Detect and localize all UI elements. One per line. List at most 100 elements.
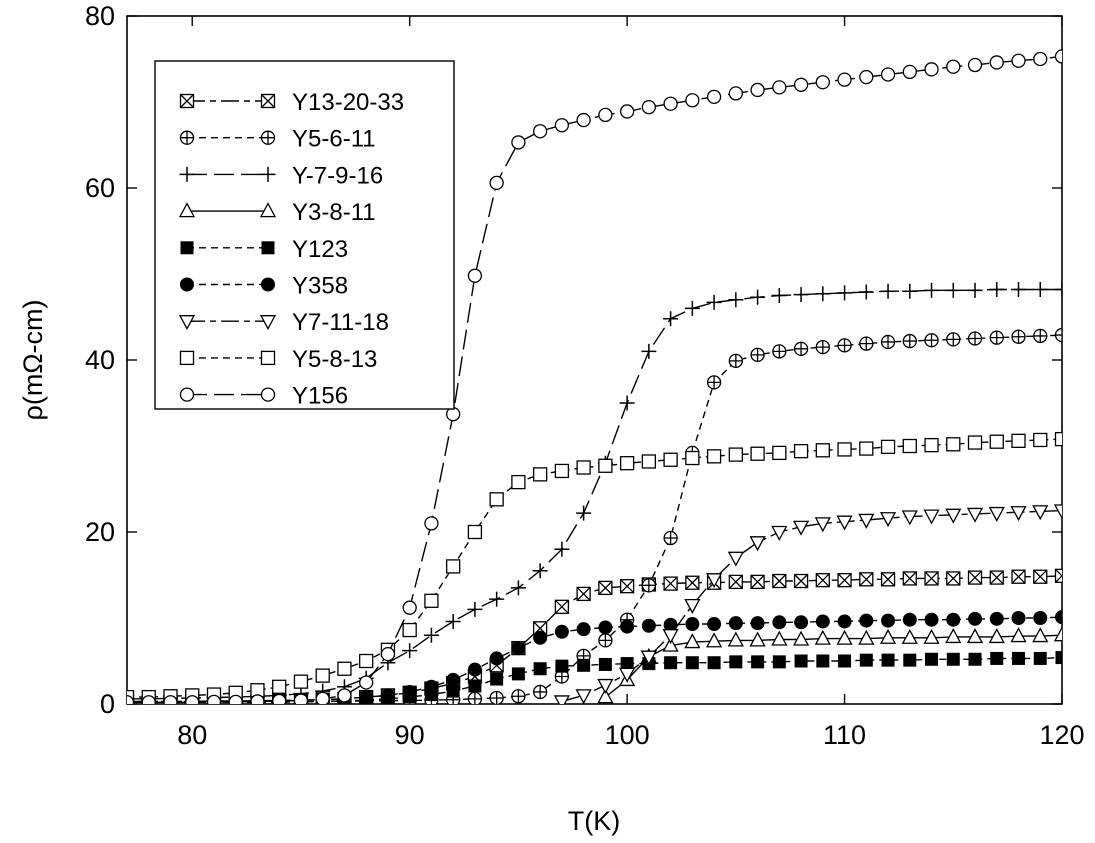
data-point (836, 515, 853, 531)
data-point (380, 646, 396, 662)
data-point (663, 96, 678, 111)
data-point (815, 443, 830, 458)
data-point (1011, 281, 1027, 297)
data-point (337, 688, 352, 703)
data-point (1054, 327, 1062, 343)
data-point (772, 655, 786, 669)
data-point (792, 520, 810, 536)
data-point (662, 636, 679, 652)
data-point (402, 622, 417, 638)
x-tick-label: 80 (177, 720, 207, 750)
data-point (946, 652, 960, 666)
data-point (1054, 431, 1062, 447)
data-point (1033, 651, 1047, 665)
data-point (446, 559, 461, 574)
data-point (359, 690, 374, 704)
data-point (511, 641, 526, 656)
data-point (663, 576, 678, 591)
data-point (859, 336, 874, 351)
data-point (924, 571, 939, 586)
data-point (945, 628, 962, 644)
x-axis-label: T(K) (568, 806, 620, 836)
legend-label: Y5-6-11 (292, 126, 376, 153)
data-point (619, 579, 635, 594)
series-line (127, 334, 1062, 703)
data-point (859, 613, 874, 628)
data-point (967, 57, 983, 73)
data-point (967, 331, 983, 346)
legend-label: Y156 (292, 383, 348, 410)
data-point (1053, 626, 1062, 642)
data-point (837, 573, 852, 588)
legend-marker (261, 277, 275, 292)
data-point (553, 695, 570, 704)
data-point (815, 573, 830, 588)
legend-marker (179, 387, 195, 402)
data-point (967, 435, 983, 450)
legend-marker (259, 202, 277, 218)
data-point (902, 438, 917, 454)
legend-marker (179, 350, 195, 366)
data-point (402, 643, 418, 659)
data-point (859, 572, 874, 587)
data-point (966, 507, 984, 523)
data-point (402, 600, 417, 615)
series-Y7-11-18 (553, 504, 1062, 704)
data-point (771, 525, 788, 541)
data-point (750, 616, 765, 631)
legend-marker (260, 166, 276, 182)
data-point (185, 695, 200, 704)
data-point (1054, 49, 1062, 64)
data-point (901, 510, 918, 526)
data-point (772, 615, 787, 630)
data-point (707, 617, 722, 632)
data-point (423, 627, 439, 643)
data-point (837, 285, 853, 301)
data-point (772, 573, 787, 589)
data-point (1033, 328, 1048, 344)
legend-label: Y358 (292, 273, 348, 300)
data-point (684, 300, 700, 316)
legend-entry: Y5-8-13 (179, 346, 377, 373)
data-point (1055, 651, 1062, 665)
data-point (1011, 569, 1026, 584)
data-point (946, 437, 961, 452)
data-point (446, 672, 461, 687)
data-point (858, 284, 874, 300)
data-point (924, 62, 939, 77)
data-point (685, 617, 700, 632)
data-point (879, 628, 897, 644)
data-point (532, 467, 548, 482)
data-point (924, 333, 939, 348)
data-point (966, 628, 984, 644)
data-point (468, 679, 482, 693)
y-tick-label: 20 (85, 517, 115, 547)
x-tick-label: 100 (605, 720, 650, 750)
data-point (467, 268, 483, 283)
data-point (489, 690, 504, 704)
legend-marker (261, 241, 275, 255)
data-point (880, 439, 896, 455)
legend-entry: Y358 (180, 273, 348, 300)
data-point (467, 601, 483, 617)
data-point (727, 631, 744, 647)
data-point (925, 652, 939, 666)
data-point (945, 282, 961, 298)
data-point (555, 659, 569, 673)
data-point (879, 512, 897, 528)
data-point (490, 672, 504, 686)
data-point (771, 288, 787, 303)
series-line (127, 575, 1062, 703)
data-point (511, 667, 525, 681)
data-point (815, 614, 830, 629)
data-point (684, 633, 701, 649)
legend-label: Y7-11-18 (292, 309, 389, 336)
data-point (815, 75, 830, 90)
data-point (903, 653, 917, 667)
data-point (793, 573, 809, 589)
data-point (989, 611, 1004, 626)
data-point (793, 287, 809, 303)
series-line (561, 509, 1062, 703)
data-point (424, 679, 439, 694)
data-point (489, 492, 504, 507)
